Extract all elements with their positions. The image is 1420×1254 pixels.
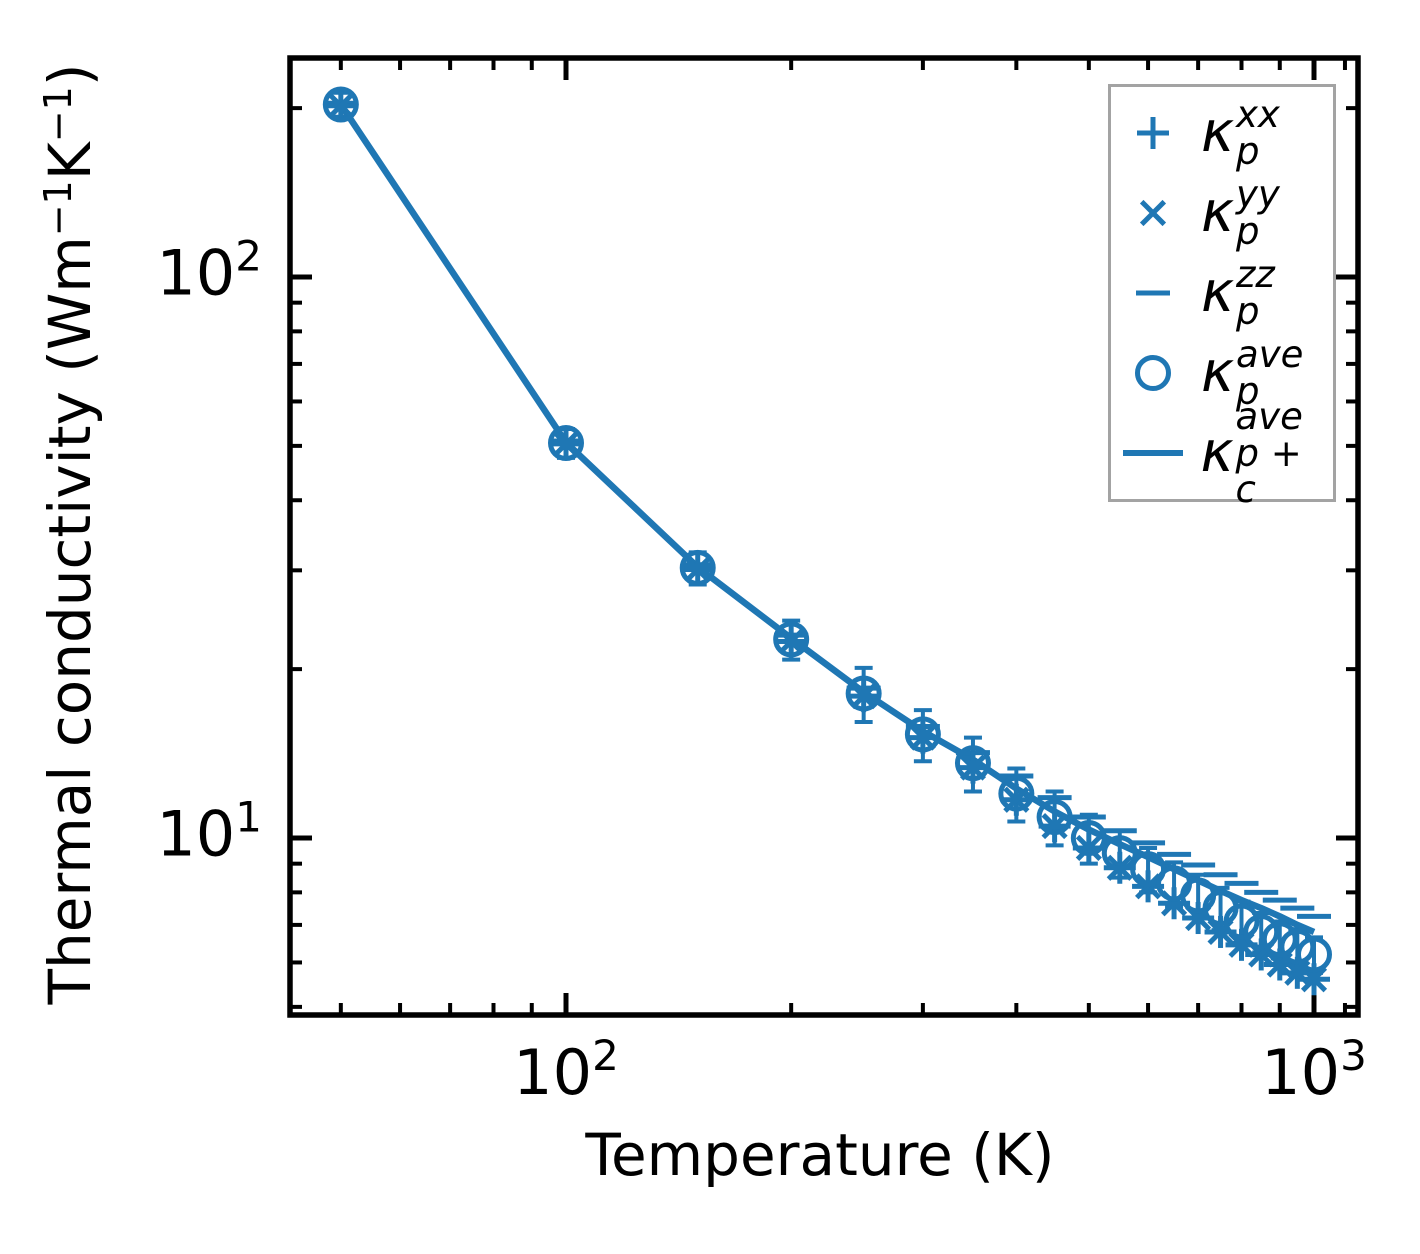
series-kappa_p_ave — [322, 86, 1332, 973]
y-tick-label-10: 101 — [156, 792, 262, 871]
legend-item-kzz: κ zz p — [1115, 255, 1333, 331]
x-tick-label-100: 102 — [513, 1031, 619, 1109]
plot-frame — [287, 55, 1361, 1018]
y-tick-label-100: 102 — [156, 231, 262, 310]
legend-label: κ — [1201, 340, 1235, 405]
x-axis-label: Temperature (K) — [585, 1121, 1055, 1189]
line-marker-icon — [1122, 450, 1183, 456]
dash-marker-icon — [1136, 290, 1170, 296]
legend-item-kxx: κ xx p — [1115, 95, 1333, 171]
circle-marker-icon — [1135, 355, 1171, 391]
legend-label: κ — [1200, 420, 1234, 485]
legend-label: κ — [1201, 100, 1235, 165]
x-tick-label-1000: 103 — [1261, 1031, 1367, 1109]
axis-ticks — [290, 58, 1358, 1015]
legend-item-kave: κ ave p — [1115, 335, 1333, 411]
legend-label: κ — [1201, 180, 1235, 245]
legend-label: κ — [1201, 260, 1235, 325]
y-axis-label: Thermal conductivity (Wm−1K−1) — [36, 63, 104, 1005]
legend-item-kyy: κ yy p — [1115, 175, 1333, 251]
legend-item-kpc: κ ave p + c — [1115, 398, 1333, 508]
plus-marker-icon — [1137, 117, 1169, 149]
legend: κ xx p κ yy p κ zz p κ ave p κ ave p + c — [1108, 84, 1336, 508]
x-marker-icon — [1139, 199, 1167, 227]
